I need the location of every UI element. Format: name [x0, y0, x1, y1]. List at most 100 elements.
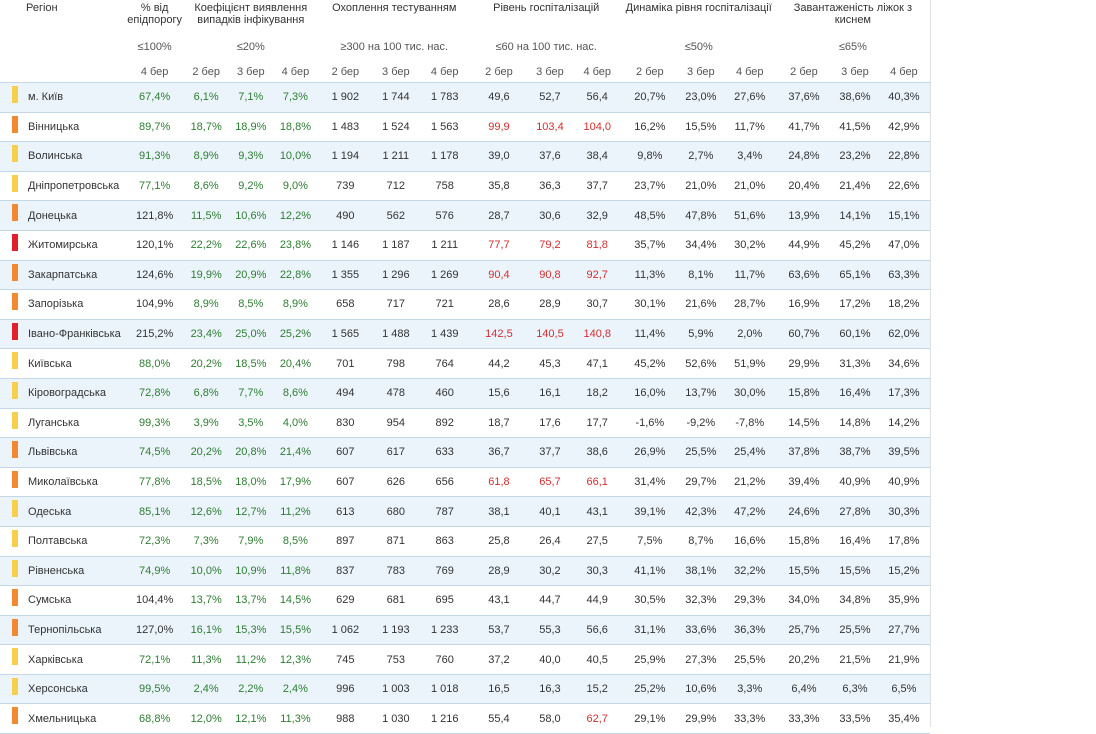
- value-cell: 17,2%: [839, 298, 871, 311]
- value-cell: 15,8%: [788, 535, 820, 548]
- value-cell: 2,4%: [193, 683, 219, 696]
- value-cell: 30,1%: [634, 298, 666, 311]
- week-label: 2 бер: [485, 66, 513, 78]
- table-row[interactable]: Волинська 91,3% 8,9% 9,3% 10,0% 1 194 1 211 1 1…: [0, 141, 930, 172]
- value-cell: 45,2%: [839, 239, 871, 252]
- region-name: Луганська: [28, 416, 80, 429]
- value-cell: 16,3: [539, 683, 561, 696]
- region-name: Херсонська: [28, 683, 88, 696]
- region-column-header[interactable]: Регіон: [26, 2, 58, 14]
- value-cell: 74,9%: [139, 564, 171, 577]
- value-cell: 27,8%: [839, 505, 871, 518]
- value-cell: 32,9: [586, 209, 608, 222]
- value-cell: 16,4%: [839, 535, 871, 548]
- value-cell: 44,2: [488, 357, 510, 370]
- table-row[interactable]: Тернопільська 127,0% 16,1% 15,3% 15,5% 1 062 1…: [0, 615, 930, 645]
- value-cell: 47,8%: [685, 209, 717, 222]
- value-cell: 23,0%: [685, 91, 717, 104]
- norm-label: ≤100%: [137, 41, 172, 53]
- region-name: Кіровоградська: [28, 387, 106, 400]
- table-row[interactable]: Донецька 121,8% 11,5% 10,6% 12,2% 490 562 576 28…: [0, 200, 930, 231]
- value-cell: 1 211: [431, 239, 459, 252]
- value-cell: 30,6: [539, 209, 561, 222]
- region-cell: м. Київ: [0, 83, 125, 113]
- value-cell: 2,7%: [688, 150, 714, 163]
- table-header: Регіон % від епідпорогу Коефіцієнт виявл…: [0, 0, 930, 83]
- value-cell: 22,6%: [888, 180, 920, 193]
- table-row[interactable]: Рівненська 74,9% 10,0% 10,9% 11,8% 837 783 769 2…: [0, 556, 930, 586]
- zone-marker: [12, 470, 18, 488]
- column-group-header[interactable]: Охоплення тестуванням: [332, 2, 457, 14]
- column-group-header[interactable]: Рівень госпіталізацій: [493, 2, 600, 14]
- value-cell: 753: [386, 653, 405, 666]
- value-cell: 27,3%: [685, 653, 717, 666]
- table-row[interactable]: Івано-Франківська 215,2% 23,4% 25,0% 25,2% 1 …: [0, 319, 930, 349]
- table-row[interactable]: Сумська 104,4% 13,7% 13,7% 14,5% 629 681 695 43,…: [0, 585, 930, 616]
- value-cell: 20,2%: [190, 357, 222, 370]
- value-cell: 31,4%: [634, 476, 666, 489]
- value-cell: 45,3: [539, 357, 561, 370]
- value-cell: 617: [386, 446, 405, 459]
- zone-marker: [12, 707, 18, 725]
- zone-marker: [12, 411, 18, 429]
- value-cell: 10,6%: [235, 209, 267, 222]
- table-row[interactable]: Полтавська 72,3% 7,3% 7,9% 8,5% 897 871 863 25,8…: [0, 526, 930, 556]
- value-cell: 29,1%: [634, 712, 666, 725]
- value-cell: 954: [386, 416, 405, 429]
- value-cell: 215,2%: [135, 328, 174, 341]
- zone-marker: [12, 500, 18, 518]
- table-row[interactable]: Харківська 72,1% 11,3% 11,2% 12,3% 745 753 760 3…: [0, 644, 930, 675]
- value-cell: 41,7%: [788, 120, 820, 133]
- table-row[interactable]: Херсонська 99,5% 2,4% 2,2% 2,4% 996 1 003 1 018…: [0, 674, 930, 704]
- value-cell: -1,6%: [635, 416, 665, 429]
- value-cell: 28,9: [488, 564, 510, 577]
- table-row[interactable]: Закарпатська 124,6% 19,9% 20,9% 22,8% 1 355 1 …: [0, 260, 930, 290]
- table-row[interactable]: Київська 88,0% 20,2% 18,5% 20,4% 701 798 764 44,…: [0, 348, 930, 379]
- value-cell: 7,1%: [238, 91, 264, 104]
- table-row[interactable]: м. Київ 67,4% 6,1% 7,1% 7,3% 1 902 1 744 1 783 4…: [0, 82, 930, 113]
- value-cell: 39,4%: [788, 476, 820, 489]
- value-cell: 721: [435, 298, 454, 311]
- column-group-header[interactable]: Завантаженість ліжок з киснем: [793, 2, 913, 26]
- value-cell: 460: [435, 387, 454, 400]
- value-cell: 49,6: [488, 91, 510, 104]
- table-row[interactable]: Одеська 85,1% 12,6% 12,7% 11,2% 613 680 787 38,1…: [0, 496, 930, 527]
- value-cell: 60,1%: [839, 328, 871, 341]
- value-cell: 28,9: [539, 298, 561, 311]
- value-cell: -9,2%: [686, 416, 716, 429]
- value-cell: 21,4%: [279, 446, 312, 459]
- value-cell: 1 269: [430, 268, 459, 281]
- table-row[interactable]: Луганська 99,3% 3,9% 3,5% 4,0% 830 954 892 18,7 1…: [0, 408, 930, 438]
- table-row[interactable]: Львівська 74,5% 20,2% 20,8% 21,4% 607 617 633 36…: [0, 437, 930, 468]
- table-row[interactable]: Дніпропетровська 77,1% 8,6% 9,2% 9,0% 739 712 7…: [0, 171, 930, 201]
- value-cell: 29,3%: [734, 594, 766, 607]
- value-cell: 17,7: [586, 416, 608, 429]
- value-cell: 14,2%: [888, 416, 920, 429]
- value-cell: 2,0%: [737, 328, 763, 341]
- table-row[interactable]: Кіровоградська 72,8% 6,8% 7,7% 8,6% 494 478 460…: [0, 378, 930, 409]
- value-cell: 9,8%: [637, 150, 663, 163]
- table-row[interactable]: Запорізька 104,9% 8,9% 8,5% 8,9% 658 717 721 28,…: [0, 289, 930, 320]
- value-cell: 15,2: [586, 683, 608, 696]
- value-cell: 2,4%: [282, 683, 308, 696]
- zone-marker: [12, 204, 18, 222]
- value-cell: 15,5%: [839, 564, 871, 577]
- column-group-header[interactable]: Динаміка рівня госпіталізації: [625, 2, 772, 14]
- value-cell: 17,8%: [888, 535, 920, 548]
- table-row[interactable]: Вінницька 89,7% 18,7% 18,9% 18,8% 1 483 1 524 1…: [0, 112, 930, 142]
- value-cell: 39,5%: [888, 446, 920, 459]
- zone-marker: [12, 174, 18, 192]
- value-cell: 72,8%: [139, 387, 171, 400]
- column-group-header[interactable]: % від епідпорогу: [127, 2, 183, 26]
- region-name: Донецька: [28, 209, 78, 222]
- column-group-header[interactable]: Коефіцієнт виявлення випадків інфікуванн…: [194, 2, 308, 26]
- table-row[interactable]: Житомирська 120,1% 22,2% 22,6% 23,8% 1 146 1 1…: [0, 230, 930, 260]
- value-cell: 12,6%: [190, 505, 222, 518]
- value-cell: 13,9%: [788, 209, 820, 222]
- table-row[interactable]: Хмельницька 68,8% 12,0% 12,1% 11,3% 988 1 030 1…: [0, 703, 930, 734]
- table-row[interactable]: Миколаївська 77,8% 18,5% 18,0% 17,9% 607 626 65…: [0, 467, 930, 497]
- value-cell: 56,4: [586, 91, 608, 104]
- value-cell: 23,2%: [839, 150, 871, 163]
- value-cell: 21,2%: [734, 476, 766, 489]
- value-cell: 61,8: [488, 476, 510, 489]
